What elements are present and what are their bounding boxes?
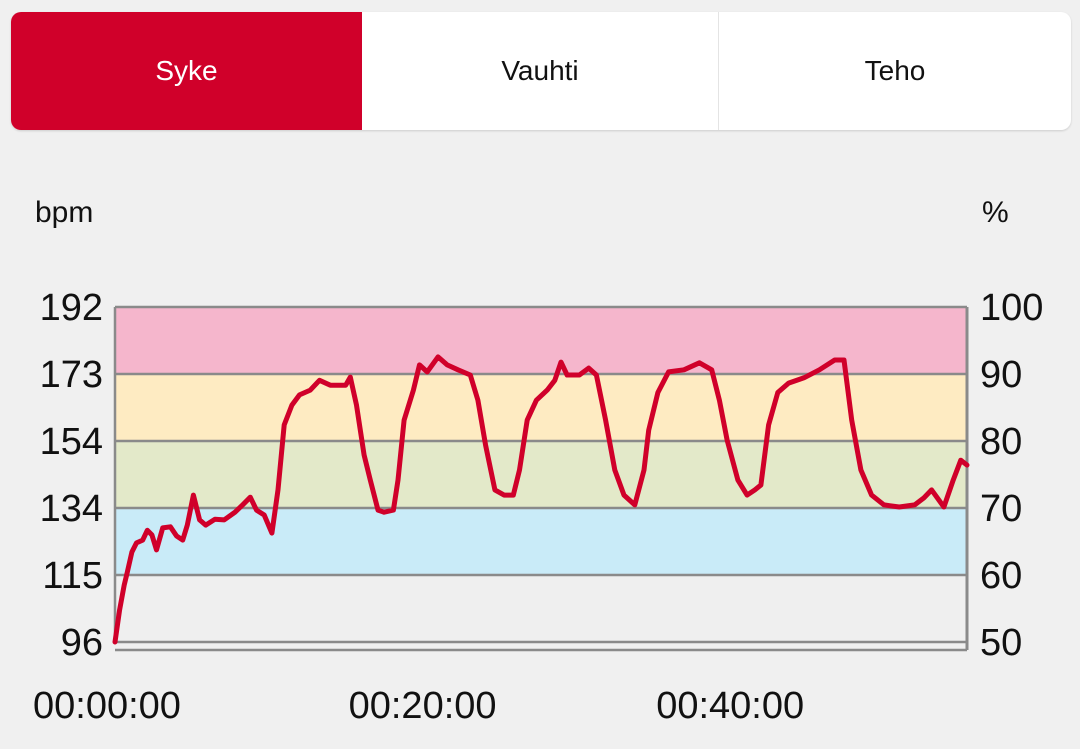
x-tick-label: 00:40:00 xyxy=(656,685,804,727)
y2-tick-label: 80 xyxy=(980,421,1022,463)
y-tick-label: 115 xyxy=(42,555,103,597)
y2-tick-label: 100 xyxy=(980,287,1043,329)
y-tick-label: 192 xyxy=(40,287,103,329)
y-tick-label: 154 xyxy=(40,421,103,463)
tab-syke[interactable]: Syke xyxy=(11,12,362,130)
y-axis-unit-label: bpm xyxy=(35,196,94,229)
tab-label: Vauhti xyxy=(501,55,579,86)
tab-teho[interactable]: Teho xyxy=(719,12,1071,130)
hr-zone-band xyxy=(115,575,967,642)
y2-tick-label: 60 xyxy=(980,555,1022,597)
y2-tick-label: 70 xyxy=(980,488,1022,530)
y-tick-label: 173 xyxy=(40,354,103,396)
y-tick-label: 96 xyxy=(61,622,103,664)
x-tick-label: 00:00:00 xyxy=(33,685,181,727)
hr-zone-band xyxy=(115,307,967,374)
tab-label: Teho xyxy=(864,55,926,86)
tab-label: Syke xyxy=(155,55,218,86)
heart-rate-line xyxy=(112,354,970,645)
hr-zone-band xyxy=(115,441,967,508)
y2-axis-unit-label: % xyxy=(982,196,1009,229)
metric-tab-bar: Syke Vauhti Teho xyxy=(11,12,1071,130)
y-tick-label: 134 xyxy=(40,488,103,530)
tab-vauhti[interactable]: Vauhti xyxy=(362,12,719,130)
y2-tick-label: 90 xyxy=(980,354,1022,396)
hr-zone-band xyxy=(115,374,967,441)
hr-zone-band xyxy=(115,508,967,575)
y2-tick-label: 50 xyxy=(980,622,1022,664)
x-tick-label: 00:20:00 xyxy=(349,685,497,727)
